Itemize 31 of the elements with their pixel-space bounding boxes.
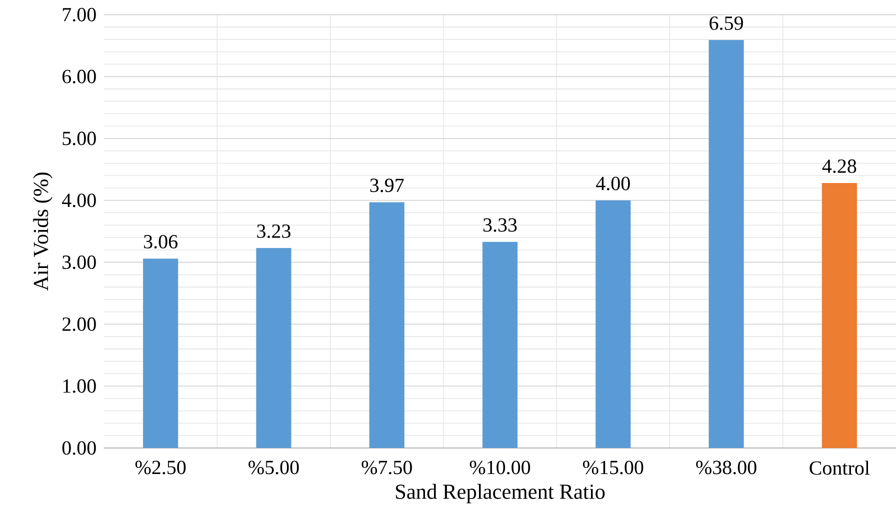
bar bbox=[143, 258, 178, 448]
bar bbox=[256, 248, 292, 448]
data-label: 6.59 bbox=[710, 16, 743, 30]
x-tick-label: %38.00 bbox=[696, 460, 756, 474]
data-label: 4.28 bbox=[822, 159, 856, 174]
data-label: 3.23 bbox=[257, 224, 290, 238]
x-tick-label: Control bbox=[810, 460, 870, 475]
x-tick-label: %10.00 bbox=[470, 460, 530, 474]
x-tick-label: %15.00 bbox=[583, 460, 644, 474]
y-tick-label: 3.00 bbox=[62, 255, 96, 270]
bar bbox=[822, 183, 857, 448]
x-axis-title: Sand Replacement Ratio bbox=[396, 484, 605, 504]
bar bbox=[596, 200, 631, 448]
y-tick-label: 2.00 bbox=[62, 317, 96, 331]
y-tick-label: 7.00 bbox=[62, 8, 96, 22]
y-tick-label: 0.00 bbox=[62, 441, 96, 455]
bar bbox=[482, 242, 518, 448]
data-label: 4.00 bbox=[596, 176, 630, 190]
x-tick-label: %7.50 bbox=[362, 460, 412, 474]
x-tick-label: %5.00 bbox=[248, 460, 299, 474]
y-axis-title: Air Voids (%) bbox=[33, 172, 52, 291]
y-tick-label: 4.00 bbox=[62, 194, 96, 208]
bar bbox=[708, 40, 744, 448]
bar bbox=[369, 202, 404, 448]
y-tick-label: 1.00 bbox=[63, 379, 96, 393]
data-label: 3.33 bbox=[483, 218, 517, 232]
data-label: 3.97 bbox=[370, 178, 404, 192]
data-label: 3.06 bbox=[144, 234, 178, 249]
y-tick-label: 5.00 bbox=[62, 132, 96, 146]
y-tick-label: 6.00 bbox=[62, 70, 96, 84]
x-tick-label: %2.50 bbox=[135, 460, 186, 474]
